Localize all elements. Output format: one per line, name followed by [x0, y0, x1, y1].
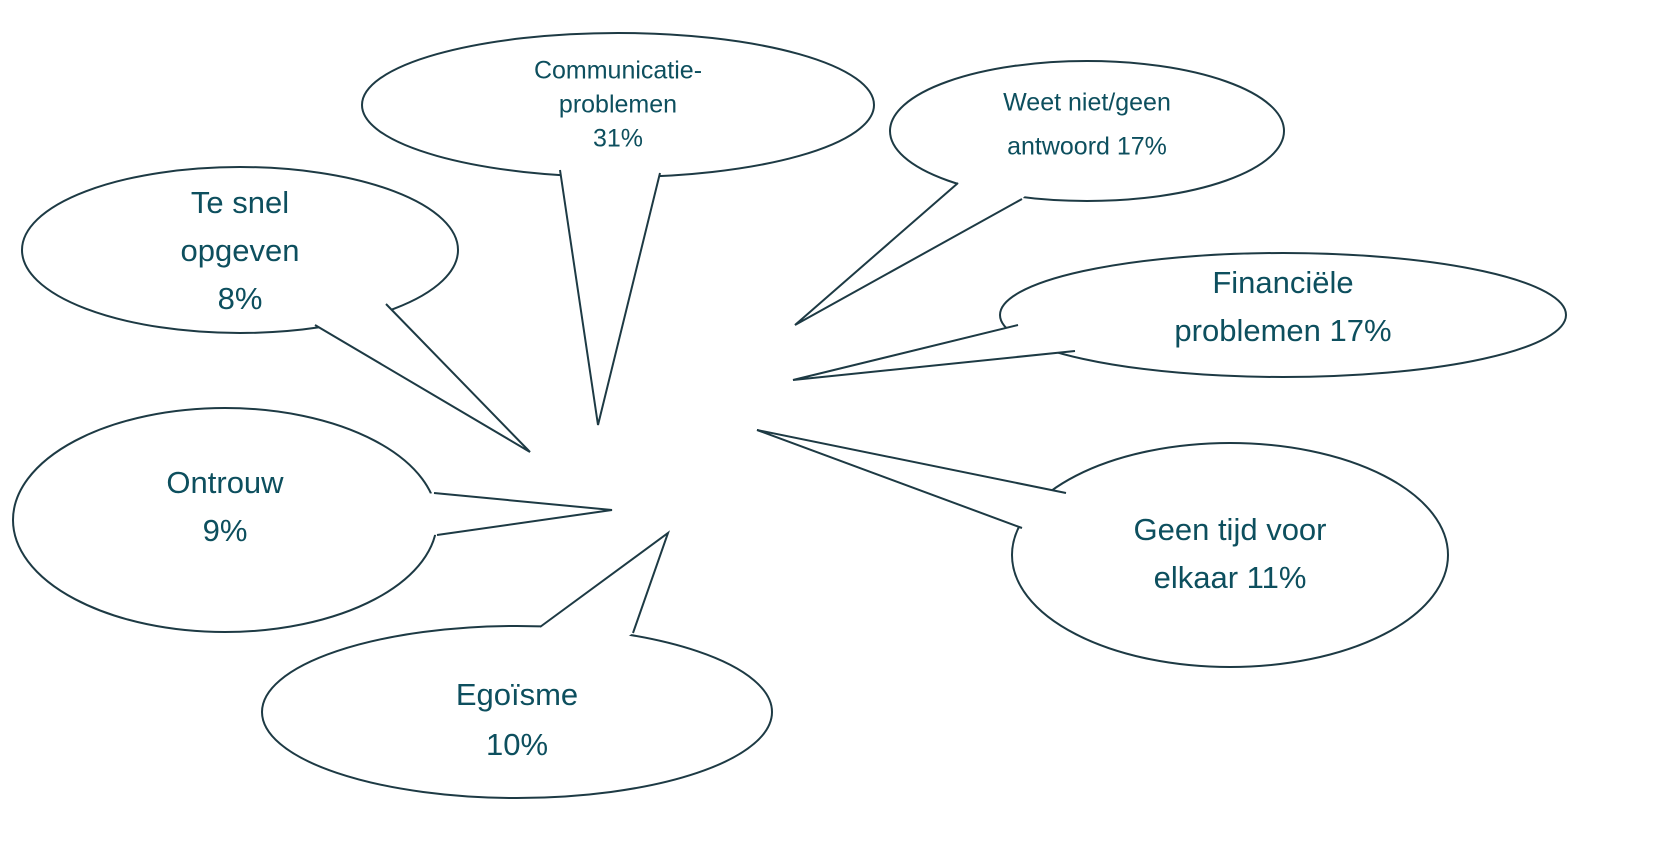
bubble-tail-fill: [757, 430, 1080, 531]
bubble-label: Financiële: [1212, 265, 1353, 300]
bubble-label: problemen 17%: [1174, 313, 1391, 348]
bubble-label: 31%: [593, 125, 643, 153]
speech-bubble: Geen tijd voor elkaar 11%: [756, 429, 1449, 668]
bubble-tail: [792, 324, 1076, 381]
speech-bubble: Te snel opgeven 8%: [21, 166, 531, 453]
bubble-tail-fill: [309, 299, 530, 452]
bubble-tail-fill: [560, 164, 660, 426]
bubble-outline: [889, 60, 1285, 202]
bubble-tail: [433, 492, 613, 536]
bubble-label: opgeven: [181, 233, 300, 268]
bubble-tail: [314, 303, 531, 453]
bubble-tail: [756, 429, 1067, 529]
bubble-label: Communicatie-: [534, 57, 702, 85]
speech-bubble: Ontrouw 9%: [12, 407, 613, 633]
bubble-tail-fill: [795, 178, 1028, 325]
bubble-tail: [794, 182, 1023, 326]
bubble-label: problemen: [559, 91, 677, 119]
bubble-label: Ontrouw: [166, 465, 284, 500]
bubble-tail: [559, 169, 661, 426]
bubble-label: Geen tijd voor: [1134, 512, 1327, 547]
speech-bubble: Communicatie-problemen 31%: [361, 32, 875, 426]
bubble-label: elkaar 11%: [1154, 560, 1307, 595]
speech-bubble: Weet niet/geen antwoord 17%: [794, 60, 1285, 326]
speech-bubble: Egoïsme 10%: [261, 530, 773, 799]
bubble-outline: [999, 252, 1567, 378]
bubble-label: 10%: [486, 727, 548, 762]
bubble-outline: [21, 166, 459, 334]
bubble-label: Te snel: [191, 185, 289, 220]
bubble-tail-fill: [538, 533, 668, 640]
bubble-outline: [261, 625, 773, 799]
bubble-outline: [1011, 442, 1449, 668]
bubble-tail-fill: [417, 493, 612, 535]
bubble-tail: [539, 530, 671, 634]
bubble-label: 8%: [218, 281, 263, 316]
bubble-label: Egoïsme: [456, 677, 578, 712]
bubble-label: antwoord 17%: [1007, 133, 1167, 161]
bubble-tail-fill: [793, 324, 1092, 380]
bubble-label: 9%: [203, 513, 248, 548]
bubble-label: Weet niet/geen: [1003, 89, 1171, 117]
speech-bubble: Financiële problemen 17%: [792, 252, 1567, 381]
